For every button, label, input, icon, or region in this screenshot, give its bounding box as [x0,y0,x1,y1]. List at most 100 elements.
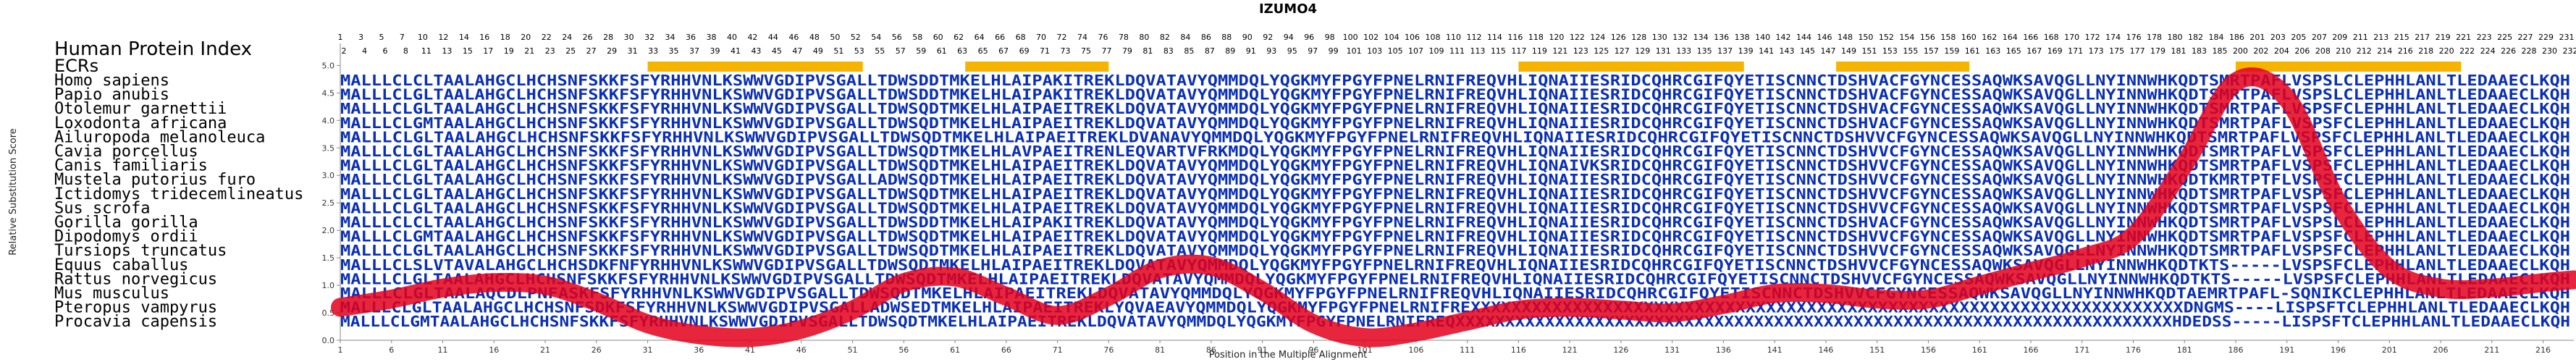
human-index-number: 161 [1965,46,1980,56]
human-index-number: 115 [1491,46,1506,56]
human-index-number: 232 [2563,46,2576,56]
human-index-number: 206 [2294,46,2310,56]
sequence-row: MALLLCLGLTAALAHGCLHCHSNFSKKFSFYRHHVNLKSW… [340,242,2570,259]
human-index-number: 130 [1652,33,1667,42]
human-index-number: 205 [2291,33,2306,42]
curve-point [749,336,752,339]
human-index-number: 24 [562,33,572,42]
x-tick-label: 66 [1001,345,1011,355]
human-index-number: 119 [1532,46,1547,56]
human-index-number: 221 [2456,33,2471,42]
human-index-number: 136 [1714,33,1729,42]
human-index-number: 58 [912,33,922,42]
human-index-number: 125 [1594,46,1609,56]
human-index-number: 165 [2006,46,2021,56]
human-index-number: 145 [1800,46,1815,56]
sequence-row: MALLLCLGLTAALAHGCLHCHSNFSKKFSFYRHHVNLKSW… [340,86,2570,104]
curve-point [1517,308,1520,311]
human-index-number: 164 [2003,33,2018,42]
human-index-number: 201 [2249,33,2265,42]
human-index-number: 51 [833,46,843,56]
x-tick-label: 61 [950,345,960,355]
human-index-number: 163 [1985,46,2000,56]
ecr-bars [647,62,2462,72]
human-index-number: 25 [565,46,576,56]
species-label: Otolemur garnettii [54,100,227,118]
species-label: Dipodomys ordii [54,228,198,246]
human-index-number: 87 [1205,46,1215,56]
human-index-number: 185 [2212,46,2227,56]
curve-point [1210,265,1213,268]
x-tick-label: 201 [2382,345,2397,355]
x-tick-label: 111 [1460,345,1475,355]
sequence-row: MALLLCLGLTAALAHGCLHCHSNFSKKFSFYRHHVNLKSW… [340,100,2570,117]
species-label: Gorilla gorilla [54,214,198,232]
curve-point [902,281,905,284]
sequence-row: MALLLCLGLTAALAHGCLHCHSNFSKKFSFYRHHVNLKSW… [340,171,2570,188]
human-index-number: 231 [2559,33,2575,42]
curve-point [2491,287,2493,290]
human-index-number: 79 [1122,46,1132,56]
human-index-number: 37 [689,46,699,56]
x-tick-label: 106 [1408,345,1423,355]
species-label: Mus musculus [54,285,169,303]
human-index-number: 1 [338,33,343,42]
human-index-number: 181 [2171,46,2186,56]
x-tick-label: 166 [2023,345,2038,355]
human-index-label: Human Protein Index [54,38,252,60]
human-index-number: 208 [2315,46,2331,56]
human-index-number: 5 [379,33,384,42]
human-index-number: 109 [1429,46,1444,56]
y-tick-label: 1.5 [322,253,335,263]
human-index-number: 64 [975,33,985,42]
curve-point [2388,267,2391,270]
x-tick-label: 161 [1972,345,1987,355]
human-index-number: 63 [957,46,967,56]
sequence-row: MALLLCLGLTAALAHGCLHCHSNFSKKFSFYRHHVNLKSW… [340,270,2570,287]
x-tick-label: 211 [2484,345,2499,355]
human-index-number: 15 [463,46,473,56]
human-index-number: 41 [731,46,741,56]
ecr-bar [647,62,863,72]
human-index-number: 96 [1304,33,1314,42]
human-index-number: 62 [954,33,964,42]
human-index-number: 207 [2312,33,2327,42]
human-index-number: 162 [1982,33,1997,42]
human-index-number: 80 [1139,33,1149,42]
human-index-number: 210 [2336,46,2351,56]
human-index-number: 135 [1697,46,1712,56]
human-index-number: 111 [1449,46,1465,56]
x-tick-label: 131 [1664,345,1680,355]
human-index-number: 126 [1611,33,1626,42]
human-index-number: 176 [2126,33,2142,42]
human-index-number: 93 [1266,46,1276,56]
human-index-number: 122 [1570,33,1585,42]
human-index-number: 118 [1528,33,1544,42]
human-index-number: 151 [1861,46,1877,56]
human-index-number: 143 [1780,46,1795,56]
sequence-row: MALLLCLSLVTAVALAHGCLHCHSDKFNFYRHHVNLKSWW… [340,256,2570,274]
curve-point [2081,256,2084,259]
x-tick-label: 146 [1818,345,1833,355]
human-index-number: 48 [809,33,820,42]
x-tick-label: 216 [2535,345,2551,355]
curve-point [1005,295,1008,298]
human-index-number: 211 [2353,33,2368,42]
human-index-number: 120 [1549,33,1564,42]
curve-point [2439,287,2442,290]
human-index-number: 83 [1163,46,1174,56]
human-index-number: 3 [358,33,363,42]
species-label: Papio anubis [54,86,169,104]
human-index-number: 200 [2233,46,2248,56]
human-index-number: 90 [1242,33,1253,42]
human-index-number: 132 [1672,33,1688,42]
human-index-number: 144 [1796,33,1811,42]
sequence-row: MALLLCLCLTAALAHGCLHCHSNFSKKFSFYRHHVNLKSW… [340,72,2570,89]
x-tick-label: 36 [694,345,704,355]
human-index-number: 76 [1098,33,1108,42]
x-tick-label: 191 [2279,345,2294,355]
x-tick-label: 196 [2331,345,2346,355]
human-index-number: 7 [400,33,405,42]
chart-title: IZUMO4 [1259,1,1317,17]
